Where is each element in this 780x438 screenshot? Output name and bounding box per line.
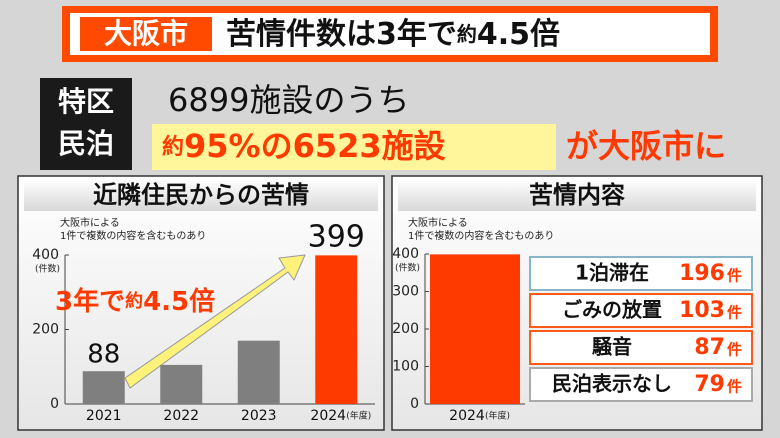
panel-title-bg xyxy=(398,179,756,211)
y-tick-label: 400 xyxy=(392,246,419,262)
breakdown-name: 1泊滞在 xyxy=(575,261,649,285)
note: 大阪市による xyxy=(408,216,468,229)
text-part: 95%の6523施設 xyxy=(184,127,446,165)
y-tick-label: 0 xyxy=(410,396,419,412)
breakdown-row xyxy=(529,367,753,402)
summary-line: 6899施設のうち xyxy=(168,81,409,119)
y-tick-label: 0 xyxy=(50,396,59,412)
annotation: 3年で約4.5倍 xyxy=(55,286,215,317)
x-unit: (年度) xyxy=(485,410,510,422)
text-part: 苦情件数は3年で xyxy=(226,17,457,52)
breakdown-unit: 件 xyxy=(727,304,742,322)
y-tick-label: 300 xyxy=(392,284,419,300)
x-tick-label: 2021 xyxy=(86,408,122,424)
breakdown-value: 196 xyxy=(679,261,725,286)
breakdown-unit: 件 xyxy=(727,341,742,359)
breakdown-row xyxy=(529,293,753,328)
text-part: 約 xyxy=(457,22,477,46)
value-label: 399 xyxy=(308,220,365,255)
y-unit: (件数) xyxy=(395,262,420,274)
bar xyxy=(237,340,280,404)
arrow xyxy=(124,254,306,389)
badge-line: 特区 xyxy=(58,85,114,118)
bar xyxy=(430,254,520,404)
header-title: 苦情件数は3年で約4.5倍 xyxy=(226,17,560,52)
breakdown-name: 民泊表示なし xyxy=(552,372,672,396)
y-tick-label: 400 xyxy=(32,247,59,263)
breakdown-name: 騒音 xyxy=(591,335,632,359)
summary-tail: が大阪市に xyxy=(566,127,726,165)
bar xyxy=(82,371,125,404)
x-tick-label: 2024 xyxy=(449,408,485,424)
breakdown-unit: 件 xyxy=(727,267,742,285)
panel-title: 近隣住民からの苦情 xyxy=(93,181,309,209)
text-part: 3年で xyxy=(55,286,125,317)
y-unit: (件数) xyxy=(35,263,60,275)
panel-title-bg xyxy=(24,179,378,211)
highlight-box xyxy=(152,124,556,170)
breakdown-value: 79 xyxy=(694,372,725,397)
y-tick-label: 100 xyxy=(392,359,419,375)
badge-line: 民泊 xyxy=(58,127,114,160)
breakdown-value: 103 xyxy=(679,298,725,323)
panel-title: 苦情内容 xyxy=(529,181,625,209)
city-box xyxy=(80,17,212,51)
x-tick-label: 2022 xyxy=(163,408,199,424)
x-tick-label: 2023 xyxy=(241,408,277,424)
breakdown-unit: 件 xyxy=(727,378,742,396)
badge xyxy=(40,78,132,170)
bar xyxy=(315,255,358,404)
value-label: 88 xyxy=(87,340,120,370)
y-tick-label: 200 xyxy=(392,321,419,337)
x-tick-label: 2024 xyxy=(310,408,346,424)
text-part: 約 xyxy=(162,134,184,160)
note: 大阪市による xyxy=(60,216,120,229)
note: 1件で複数の内容を含むものあり xyxy=(408,229,554,242)
breakdown-row xyxy=(529,256,753,291)
text-part: 約 xyxy=(125,290,143,312)
y-tick-label: 200 xyxy=(32,322,59,338)
city: 大阪市 xyxy=(104,17,188,50)
summary-highlight: 約95%の6523施設 xyxy=(162,127,446,165)
breakdown-row xyxy=(529,330,753,365)
breakdown-name: ごみの放置 xyxy=(562,298,662,322)
text-part: 4.5倍 xyxy=(143,286,215,317)
text-part: 4.5倍 xyxy=(477,17,560,52)
note: 1件で複数の内容を含むものあり xyxy=(60,229,206,242)
breakdown-value: 87 xyxy=(694,335,725,360)
bar xyxy=(160,364,203,404)
x-unit: (年度) xyxy=(346,410,371,422)
